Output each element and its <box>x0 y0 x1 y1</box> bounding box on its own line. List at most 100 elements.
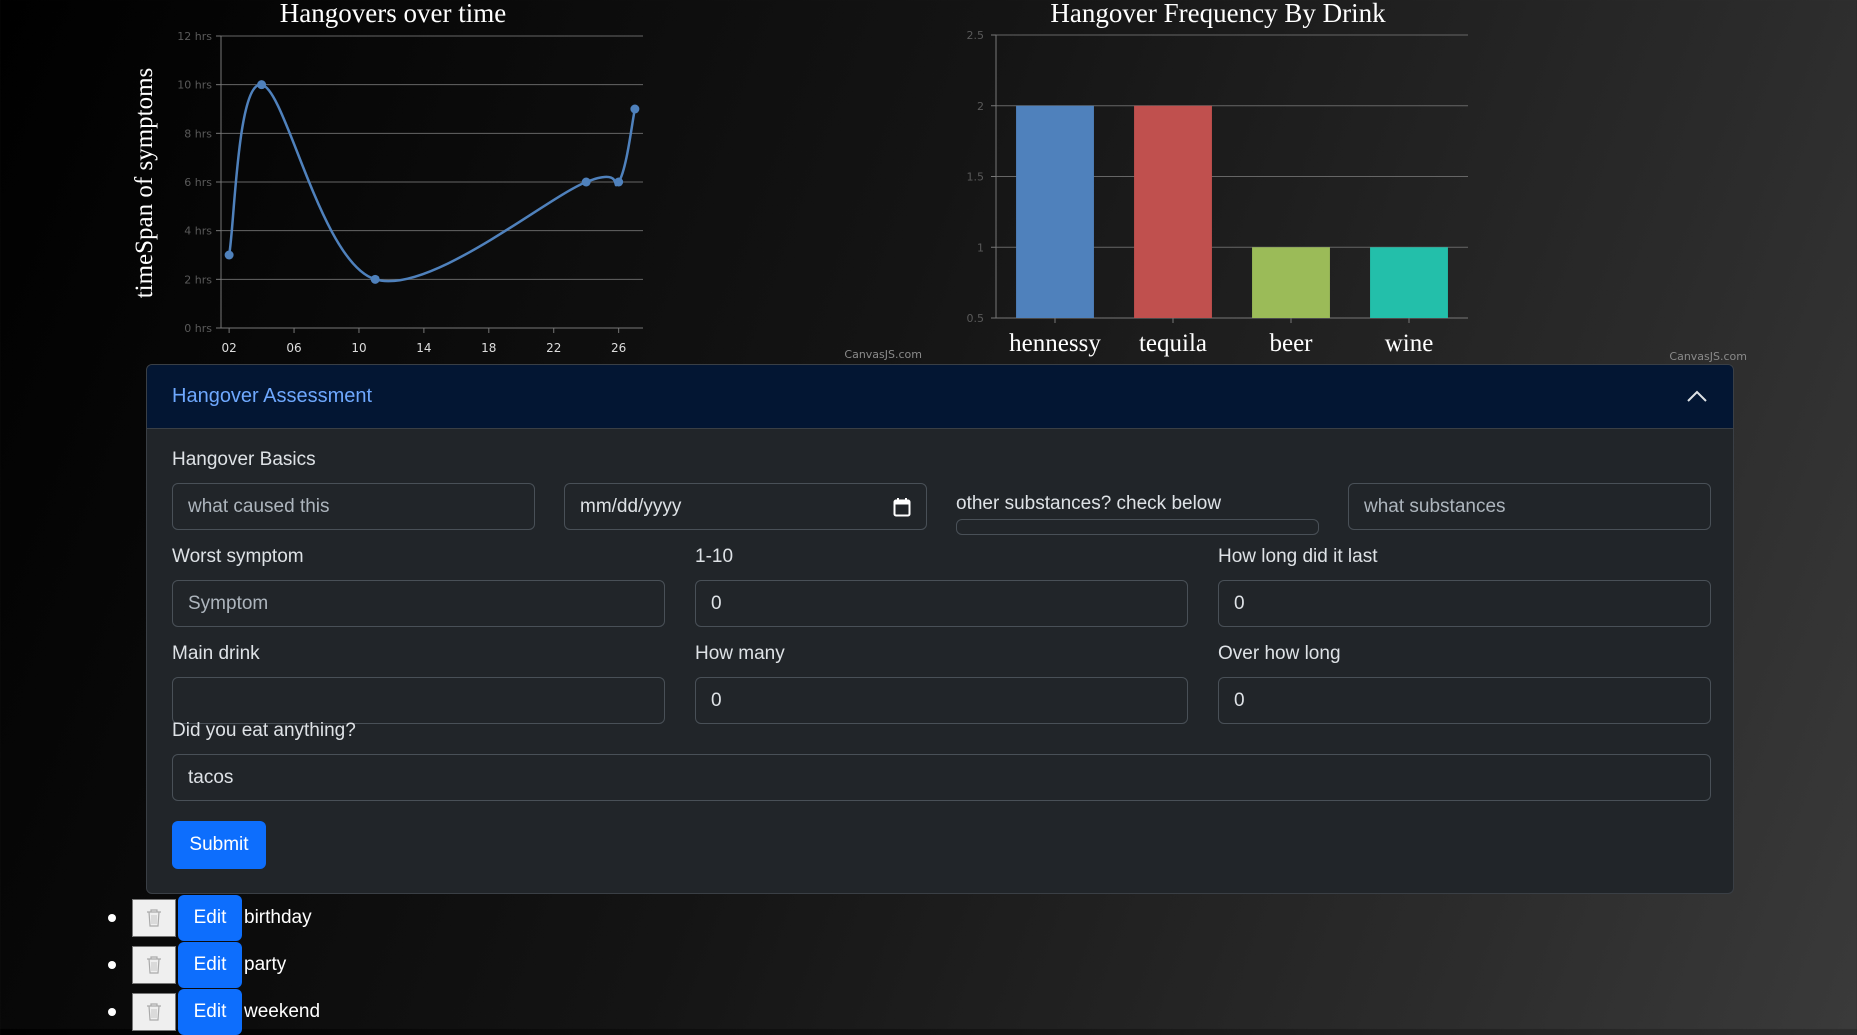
line-point[interactable] <box>581 177 591 187</box>
accordion-header[interactable]: Hangover Assessment <box>147 365 1733 429</box>
x-tick-label: 02 <box>221 341 236 355</box>
x-tick-label: 10 <box>351 341 366 355</box>
line-chart-grid <box>216 35 643 329</box>
line-point[interactable] <box>257 80 267 90</box>
substances-input[interactable]: what substances <box>1348 483 1711 530</box>
y-tick-label: 1 <box>977 241 984 254</box>
line-point[interactable] <box>614 177 624 187</box>
chevron-up-icon[interactable] <box>1686 386 1708 408</box>
x-tick-label: 18 <box>481 341 496 355</box>
y-tick-label: 1.5 <box>967 171 985 184</box>
duration-label: How long did it last <box>1218 546 1378 567</box>
edit-button[interactable]: Edit <box>178 895 242 941</box>
bullet <box>108 961 116 969</box>
y-tick-label: 0 hrs <box>184 322 212 335</box>
bar-chart-credit[interactable]: CanvasJS.com <box>1669 350 1747 362</box>
how-many-input[interactable]: 0 <box>695 677 1188 724</box>
y-tick-label: 12 hrs <box>177 30 212 43</box>
x-tick-label: 14 <box>416 341 431 355</box>
worst-symptom-label: Worst symptom <box>172 546 304 567</box>
entry-label: weekend <box>244 1001 321 1022</box>
list-item: Edit weekend <box>108 989 321 1035</box>
how-many-value: 0 <box>711 689 722 711</box>
line-chart-credit-link[interactable]: CanvasJS.com <box>844 348 922 361</box>
line-chart-y-ticks: 0 hrs 2 hrs 4 hrs 6 hrs 8 hrs 10 hrs 12 hrs <box>177 30 212 335</box>
bar-chart-x-ticks: hennessy tequila beer wine <box>1009 318 1433 357</box>
duration-value: 0 <box>1234 592 1245 614</box>
trash-icon <box>147 956 161 974</box>
x-tick-label: beer <box>1269 330 1313 357</box>
y-tick-label: 0.5 <box>967 312 985 325</box>
symptom-placeholder: Symptom <box>188 592 269 614</box>
ate-value: tacos <box>188 766 234 788</box>
trash-icon <box>147 1003 161 1021</box>
entry-label: party <box>244 954 287 975</box>
bar-beer[interactable] <box>1252 247 1330 318</box>
x-tick-label: 06 <box>286 341 301 355</box>
y-tick-label: 2 hrs <box>184 273 212 286</box>
main-drink-input[interactable] <box>172 677 665 724</box>
date-placeholder: mm/dd/yyyy <box>580 495 682 517</box>
delete-button[interactable] <box>132 899 176 937</box>
over-how-long-input[interactable]: 0 <box>1218 677 1711 724</box>
duration-input[interactable]: 0 <box>1218 580 1711 627</box>
ate-label: Did you eat anything? <box>172 720 356 741</box>
y-tick-label: 10 hrs <box>177 79 212 92</box>
over-how-long-value: 0 <box>1234 689 1245 711</box>
delete-button[interactable] <box>132 993 176 1031</box>
bar-chart-bars <box>1016 105 1448 318</box>
x-tick-label: hennessy <box>1009 330 1101 357</box>
edit-button[interactable]: Edit <box>178 942 242 988</box>
y-tick-label: 4 hrs <box>184 225 212 238</box>
line-chart-title: Hangovers over time <box>280 0 506 28</box>
line-point[interactable] <box>370 274 380 284</box>
accordion-body: Hangover Basics what caused this mm/dd/y… <box>147 429 1733 893</box>
symptom-input[interactable]: Symptom <box>172 580 665 627</box>
bar-chart: Hangover Frequency By Drink 0.511.522.5 … <box>967 0 1748 362</box>
other-substances-checkbox-area[interactable] <box>956 519 1319 535</box>
cause-input[interactable]: what caused this <box>172 483 535 530</box>
date-input[interactable]: mm/dd/yyyy <box>564 483 927 530</box>
y-tick-label: 2.5 <box>967 29 985 42</box>
line-chart: Hangovers over time timeSpan of symptoms… <box>131 0 643 355</box>
entry-label: birthday <box>244 907 312 928</box>
bar-wine[interactable] <box>1370 247 1448 318</box>
rating-value: 0 <box>711 592 722 614</box>
accordion-title: Hangover Assessment <box>172 385 373 407</box>
bar-chart-y-ticks: 0.5 1 1.5 2 2.5 <box>967 29 985 325</box>
x-tick-label: 22 <box>546 341 561 355</box>
cause-placeholder: what caused this <box>188 495 330 517</box>
y-tick-label: 8 hrs <box>184 127 212 140</box>
rating-input[interactable]: 0 <box>695 580 1188 627</box>
line-chart-x-ticks: 02 06 10 14 18 22 26 <box>221 328 626 355</box>
list-item: Edit party <box>108 942 287 988</box>
calendar-icon[interactable] <box>893 497 911 517</box>
x-tick-label: tequila <box>1139 330 1207 357</box>
line-series <box>227 83 637 283</box>
basics-label: Hangover Basics <box>172 449 316 470</box>
other-substances-label: other substances? check below <box>956 493 1222 514</box>
line-point[interactable] <box>630 104 640 114</box>
bar-tequila[interactable] <box>1134 105 1212 318</box>
bullet <box>108 914 116 922</box>
ate-input[interactable]: tacos <box>172 754 1711 801</box>
trash-icon <box>147 909 161 927</box>
main-drink-label: Main drink <box>172 643 260 664</box>
edit-button[interactable]: Edit <box>178 989 242 1035</box>
bar-chart-title: Hangover Frequency By Drink <box>1050 0 1386 28</box>
bullet <box>108 1008 116 1016</box>
list-item: Edit birthday <box>108 895 312 941</box>
x-tick-label: 26 <box>611 341 626 355</box>
bar-hennessy[interactable] <box>1016 105 1094 318</box>
rating-label: 1-10 <box>695 546 734 567</box>
line-point[interactable] <box>224 250 234 260</box>
delete-button[interactable] <box>132 946 176 984</box>
x-tick-label: wine <box>1385 330 1434 357</box>
y-tick-label: 2 <box>977 100 984 113</box>
y-tick-label: 6 hrs <box>184 176 212 189</box>
line-chart-ylabel: timeSpan of symptoms <box>131 68 158 299</box>
line-points <box>224 80 640 284</box>
how-many-label: How many <box>695 643 785 664</box>
substances-placeholder: what substances <box>1364 495 1506 517</box>
submit-button[interactable]: Submit <box>172 821 266 869</box>
